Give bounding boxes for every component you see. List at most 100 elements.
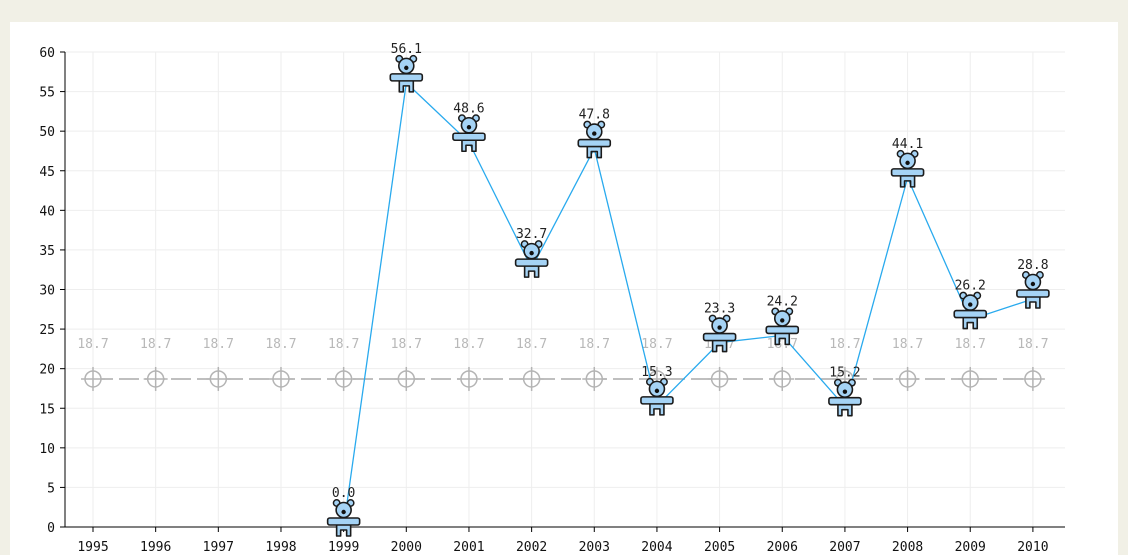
- y-tick-label: 35: [39, 244, 55, 259]
- y-tick-label: 50: [39, 125, 55, 140]
- data-label: 0.0: [332, 486, 355, 501]
- crosshair-circle-icon: [206, 366, 231, 391]
- bear-nose: [529, 250, 534, 256]
- x-tick-label: 2006: [767, 540, 798, 555]
- bear-body: [837, 402, 853, 417]
- x-tick-label: 2003: [579, 540, 610, 555]
- y-tick-label: 10: [39, 442, 55, 457]
- average-data-label: 18.7: [829, 337, 860, 352]
- y-tick-label: 40: [39, 204, 55, 219]
- x-tick-label: 2005: [704, 540, 735, 555]
- data-label: 28.8: [1017, 258, 1048, 273]
- data-label: 24.2: [767, 294, 798, 309]
- bear-arms: [1016, 289, 1050, 298]
- average-data-label: 18.7: [579, 337, 610, 352]
- y-tick-label: 0: [47, 521, 55, 536]
- data-label: 47.8: [579, 108, 610, 123]
- average-data-label: 18.7: [265, 337, 296, 352]
- average-data-label: 18.7: [140, 337, 171, 352]
- x-tick-label: 1996: [140, 540, 171, 555]
- bear-nose: [780, 318, 785, 323]
- bear-body: [774, 331, 791, 346]
- data-label: 26.2: [955, 279, 986, 294]
- data-label: 56.1: [391, 42, 422, 57]
- teddy-bear-icon: [828, 378, 862, 417]
- average-data-label: 18.7: [641, 337, 672, 352]
- crosshair-circle-icon: [331, 366, 356, 391]
- data-label: 15.2: [829, 366, 860, 381]
- x-tick-label: 2000: [391, 540, 422, 555]
- bear-arms: [640, 396, 674, 405]
- x-tick-label: 2008: [892, 540, 923, 555]
- x-tick-label: 1995: [77, 540, 108, 555]
- average-data-label: 18.7: [1017, 337, 1048, 352]
- crosshair-circle-icon: [958, 366, 983, 391]
- y-tick-label: 30: [39, 284, 55, 299]
- crosshair-circle-icon: [582, 366, 607, 391]
- data-label: 48.6: [453, 101, 484, 116]
- average-data-label: 18.7: [767, 337, 798, 352]
- teddy-bear-icon: [452, 114, 486, 153]
- y-tick-label: 55: [39, 86, 55, 101]
- bear-arms: [702, 332, 737, 342]
- bear-nose: [341, 509, 346, 515]
- bear-nose: [654, 388, 660, 394]
- bear-arms: [389, 73, 424, 82]
- y-tick-label: 60: [39, 46, 55, 61]
- bear-nose: [404, 65, 409, 71]
- bear-body: [711, 338, 728, 353]
- chart-panel: 0 5 10 15 20 25 30 35 40 45 50 55 60 1995 1996 1997 1998…: [10, 22, 1118, 555]
- crosshair-circle-icon: [394, 366, 419, 391]
- teddy-bear-icon: [640, 377, 674, 416]
- x-tick-label: 2001: [453, 540, 484, 555]
- average-data-label: 18.7: [391, 337, 422, 352]
- grid: [65, 51, 1065, 527]
- crosshair-circle-icon: [456, 366, 481, 391]
- average-data-label: 18.7: [955, 337, 986, 352]
- bear-arms: [514, 258, 549, 267]
- teddy-bear-icon: [514, 240, 549, 278]
- bear-body: [962, 315, 979, 330]
- bear-body: [649, 402, 665, 416]
- x-tick-label: 2004: [641, 540, 672, 555]
- main-series-line: [342, 81, 1034, 528]
- bear-body: [899, 174, 916, 188]
- x-tick-label: 2002: [516, 540, 547, 555]
- average-data-label: 18.7: [892, 337, 923, 352]
- x-tick-label: 1998: [265, 540, 296, 555]
- bear-nose: [1030, 281, 1036, 287]
- data-label: 23.3: [704, 302, 735, 317]
- bear-arms: [890, 168, 925, 177]
- y-tick-label: 25: [39, 323, 55, 338]
- bear-body: [398, 79, 415, 93]
- teddy-bear-icon: [1016, 271, 1050, 309]
- bear-nose: [968, 302, 973, 307]
- teddy-bear-icon: [577, 120, 612, 159]
- bear-arms: [953, 309, 988, 319]
- average-data-label: 18.7: [77, 337, 108, 352]
- bear-arms: [452, 132, 486, 142]
- crosshair-circle-icon: [770, 366, 795, 391]
- teddy-bear-icon: [890, 149, 925, 188]
- x-tick-label: 2009: [955, 540, 986, 555]
- bear-nose: [717, 325, 722, 330]
- y-tick-label: 45: [39, 165, 55, 180]
- x-tick-label: 2007: [829, 540, 860, 555]
- data-label: 15.3: [641, 365, 672, 380]
- y-tick-label: 5: [47, 481, 55, 496]
- bear-nose: [466, 125, 472, 130]
- teddy-bear-icon: [953, 291, 988, 330]
- x-tick-label: 1997: [203, 540, 234, 555]
- bear-body: [335, 523, 352, 537]
- bear-body: [1025, 295, 1041, 309]
- data-label: 44.1: [892, 137, 923, 152]
- crosshair-circle-icon: [895, 366, 920, 391]
- average-series: 18.7 18.7 18.7 18.7 18.7 18.7 18.7 18.7 18.7 18.7…: [77, 337, 1049, 391]
- crosshair-circle-icon: [81, 366, 105, 391]
- bear-arms: [765, 325, 800, 335]
- crosshair-circle-icon: [519, 366, 544, 391]
- crosshair-circle-icon: [268, 366, 293, 391]
- bear-body: [461, 138, 477, 153]
- axes: 0 5 10 15 20 25 30 35 40 45 50 55 60 1995 1996 1997 1998…: [39, 46, 1065, 555]
- line-chart: 0 5 10 15 20 25 30 35 40 45 50 55 60 1995 1996 1997 1998…: [39, 42, 1065, 555]
